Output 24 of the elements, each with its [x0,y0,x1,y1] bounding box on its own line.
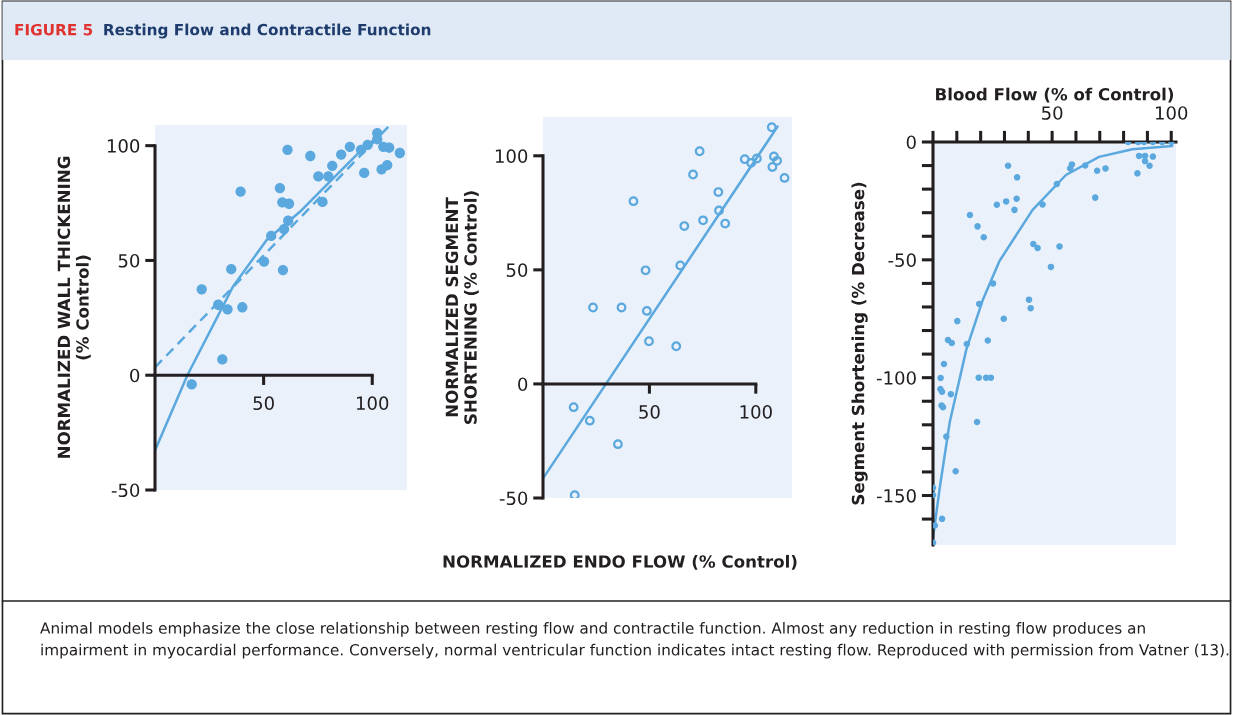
y-tick-label: 0 [130,368,140,383]
y-tick-label: 100 [495,149,528,163]
x-tick-label: 50 [253,396,274,411]
x-tick-label: 100 [356,396,389,411]
x-axis-title: Blood Flow (% of Control) [936,87,1174,103]
y-tick-label: -50 [499,491,528,506]
text: Animal models emphasize the close relationship between resting flow and contractile function. Almost any reduction in resting flow produces an impairment in myocardial performance. Conversely, normal ventricular function indicates intact resting flow. Reproduced with permission from Vatner (13). [40,622,1229,659]
caption: FIGURE 5 [15,23,93,36]
y-tick-label: 0 [518,377,528,392]
y-tick-label: 50 [118,253,140,268]
y-tick-label: -50 [111,483,140,498]
y-tick-label: -50 [888,253,916,267]
y-tick-label: -100 [876,371,916,385]
x-axis-title: NORMALIZED ENDO FLOW (% Control) [443,554,797,570]
y-tick-label: 100 [107,139,140,153]
chart-title: Resting Flow and Contractile Function [104,23,431,39]
y-tick-label: 0 [906,135,916,150]
x-tick-label: 50 [639,405,660,419]
y-axis-title: NORMALIZED SEGMENT SHORTENING (% Control) [445,191,479,424]
y-tick-label: -150 [876,488,916,503]
y-axis-title: Segment Shortening (% Decrease) [851,182,868,505]
y-axis-title: NORMALIZED WALL THICKENING (% Control) [57,156,91,458]
x-tick-label: 100 [740,405,772,419]
y-tick-label: 50 [506,263,528,277]
